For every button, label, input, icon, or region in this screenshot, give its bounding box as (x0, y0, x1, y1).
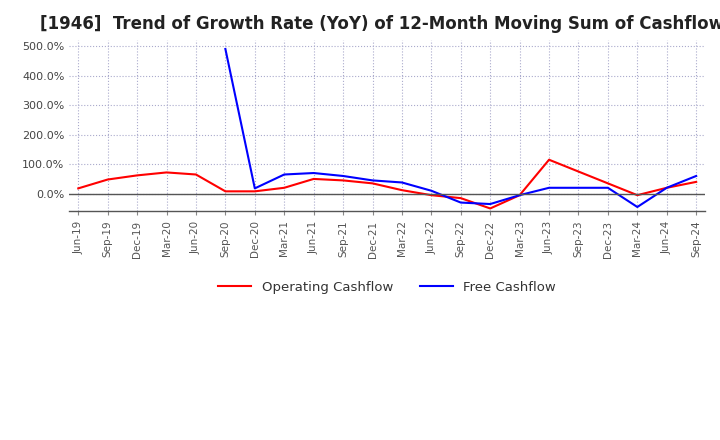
Operating Cashflow (397, 187, 406, 193)
Operating Cashflow (192, 172, 200, 177)
Operating Cashflow (280, 185, 289, 191)
Operating Cashflow (310, 176, 318, 182)
Free Cashflow (427, 188, 436, 194)
Operating Cashflow (633, 193, 642, 198)
Operating Cashflow (162, 170, 171, 175)
Legend: Operating Cashflow, Free Cashflow: Operating Cashflow, Free Cashflow (218, 281, 556, 294)
Free Cashflow (368, 178, 377, 183)
Line: Operating Cashflow: Operating Cashflow (78, 160, 696, 209)
Operating Cashflow (692, 179, 701, 184)
Operating Cashflow (221, 189, 230, 194)
Free Cashflow (397, 180, 406, 185)
Operating Cashflow (368, 181, 377, 186)
Free Cashflow (574, 185, 582, 191)
Operating Cashflow (545, 157, 554, 162)
Free Cashflow (310, 170, 318, 176)
Operating Cashflow (104, 177, 112, 182)
Operating Cashflow (74, 186, 83, 191)
Free Cashflow (603, 185, 612, 191)
Operating Cashflow (132, 173, 141, 178)
Operating Cashflow (486, 206, 495, 211)
Operating Cashflow (574, 169, 582, 174)
Free Cashflow (251, 186, 259, 191)
Free Cashflow (662, 185, 671, 191)
Operating Cashflow (339, 178, 348, 183)
Operating Cashflow (662, 185, 671, 191)
Title: [1946]  Trend of Growth Rate (YoY) of 12-Month Moving Sum of Cashflows: [1946] Trend of Growth Rate (YoY) of 12-… (40, 15, 720, 33)
Operating Cashflow (251, 189, 259, 194)
Free Cashflow (280, 172, 289, 177)
Operating Cashflow (516, 193, 524, 198)
Free Cashflow (339, 173, 348, 179)
Free Cashflow (516, 193, 524, 198)
Operating Cashflow (456, 195, 465, 201)
Line: Free Cashflow: Free Cashflow (225, 49, 696, 207)
Free Cashflow (221, 46, 230, 51)
Free Cashflow (692, 173, 701, 179)
Free Cashflow (633, 204, 642, 209)
Operating Cashflow (427, 193, 436, 198)
Operating Cashflow (603, 181, 612, 186)
Free Cashflow (545, 185, 554, 191)
Free Cashflow (456, 200, 465, 205)
Free Cashflow (486, 202, 495, 207)
